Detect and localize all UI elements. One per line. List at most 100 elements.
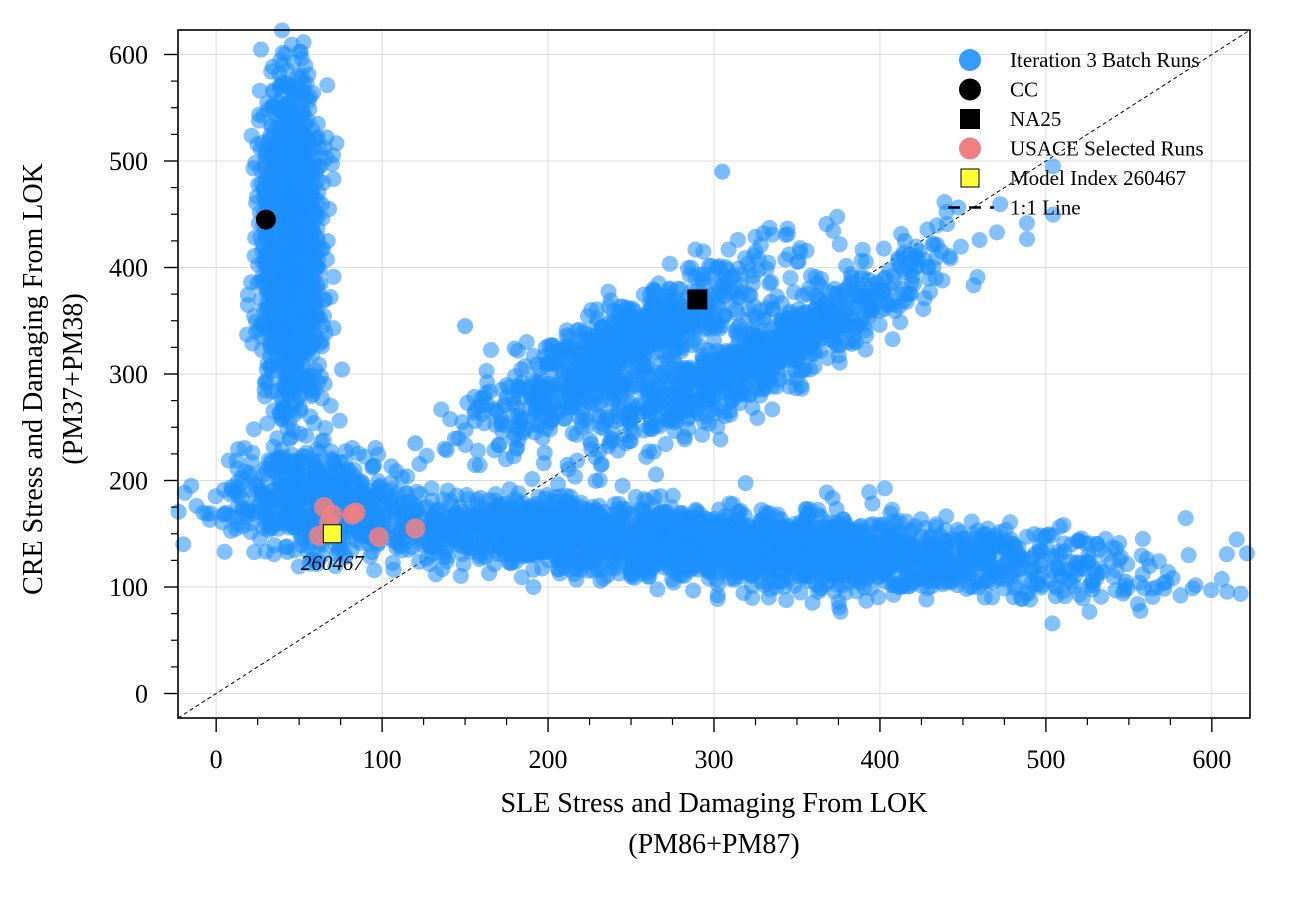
batch-run-point xyxy=(709,587,726,604)
batch-run-point xyxy=(1239,545,1256,562)
batch-run-point xyxy=(870,589,887,606)
batch-run-point xyxy=(628,515,645,532)
batch-run-point xyxy=(1081,603,1098,620)
one-to-one-line xyxy=(177,29,1251,719)
batch-run-point xyxy=(1129,595,1146,612)
batch-run-point xyxy=(308,129,325,146)
batch-run-point xyxy=(727,526,744,543)
batch-run-point xyxy=(274,403,291,420)
batch-run-point xyxy=(571,552,588,569)
batch-run-point xyxy=(273,319,290,336)
batch-run-point xyxy=(766,574,783,591)
batch-run-point xyxy=(229,473,246,490)
batch-run-point xyxy=(265,143,282,160)
batch-run-point xyxy=(227,520,244,537)
batch-run-point xyxy=(1089,536,1106,553)
batch-run-point xyxy=(779,226,796,243)
batch-run-point xyxy=(864,495,881,512)
batch-run-point xyxy=(325,170,342,187)
batch-run-point xyxy=(1232,585,1249,602)
batch-run-point xyxy=(884,501,901,518)
batch-run-point xyxy=(433,401,450,418)
batch-run-point xyxy=(266,193,283,210)
batch-run-point xyxy=(648,466,665,483)
batch-run-point xyxy=(787,544,804,561)
batch-run-point xyxy=(1172,587,1189,604)
batch-run-point xyxy=(297,151,314,168)
batch-run-point xyxy=(678,515,695,532)
batch-run-point xyxy=(400,541,417,558)
batch-run-point xyxy=(614,477,631,494)
batch-run-point xyxy=(710,535,727,552)
batch-run-point xyxy=(743,568,760,585)
batch-run-point xyxy=(282,121,299,138)
batch-run-point xyxy=(759,537,776,554)
batch-run-point xyxy=(851,522,868,539)
batch-run-point xyxy=(297,57,314,74)
batch-run-point xyxy=(1177,510,1194,527)
batch-run-point xyxy=(279,543,296,560)
batch-run-point xyxy=(609,534,626,551)
batch-run-point xyxy=(312,275,329,292)
batch-run-point xyxy=(865,540,882,557)
batch-run-point xyxy=(821,547,838,564)
batch-run-point xyxy=(951,564,968,581)
batch-run-point xyxy=(293,103,310,120)
batch-run-point xyxy=(923,529,940,546)
batch-run-point xyxy=(299,494,316,511)
batch-run-point xyxy=(325,268,342,285)
batch-run-point xyxy=(649,581,666,598)
batch-run-point xyxy=(800,542,817,559)
batch-run-point xyxy=(782,269,799,286)
batch-run-point xyxy=(282,232,299,249)
batch-run-point xyxy=(525,561,542,578)
batch-run-point xyxy=(543,529,560,546)
batch-run-point xyxy=(239,286,256,303)
batch-run-point xyxy=(702,520,719,537)
batch-run-point xyxy=(298,427,315,444)
batch-run-point xyxy=(641,568,658,585)
batch-run-point xyxy=(876,480,893,497)
batch-run-point xyxy=(425,521,442,538)
batch-run-point xyxy=(701,570,718,587)
batch-run-point xyxy=(274,251,291,268)
batch-run-point xyxy=(1069,532,1086,549)
batch-run-point xyxy=(440,524,457,541)
batch-run-point xyxy=(310,374,327,391)
batch-run-point xyxy=(327,558,344,575)
batch-run-point xyxy=(325,456,342,473)
batch-run-point xyxy=(1228,531,1245,548)
batch-run-point xyxy=(711,552,728,569)
batch-run-point xyxy=(1155,575,1172,592)
batch-run-point xyxy=(617,551,634,568)
batch-run-point xyxy=(1218,546,1235,563)
batch-run-point xyxy=(322,397,339,414)
batch-run-point xyxy=(592,572,609,589)
batch-run-point xyxy=(789,523,806,540)
batch-run-point xyxy=(385,561,402,578)
batch-run-point xyxy=(408,483,425,500)
batch-run-point xyxy=(972,531,989,548)
batch-run-point xyxy=(760,589,777,606)
batch-run-point xyxy=(490,436,507,453)
batch-run-point xyxy=(734,550,751,567)
batch-run-point xyxy=(569,522,586,539)
batch-run-point xyxy=(266,170,283,187)
batch-run-point xyxy=(331,412,348,429)
batch-run-point xyxy=(404,500,421,517)
batch-run-point xyxy=(1044,615,1061,632)
batch-run-point xyxy=(310,171,327,188)
batch-run-point xyxy=(243,127,260,144)
batch-run-point xyxy=(446,430,463,447)
batch-run-point xyxy=(367,439,384,456)
batch-run-point xyxy=(301,555,318,572)
batch-run-point xyxy=(259,415,276,432)
batch-run-point xyxy=(1071,586,1088,603)
batch-run-point xyxy=(983,568,1000,585)
batch-run-point xyxy=(517,545,534,562)
batch-run-point xyxy=(362,489,379,506)
batch-run-point xyxy=(251,82,268,99)
batch-run-point xyxy=(1203,582,1220,599)
reference-line-layer xyxy=(177,29,1251,719)
